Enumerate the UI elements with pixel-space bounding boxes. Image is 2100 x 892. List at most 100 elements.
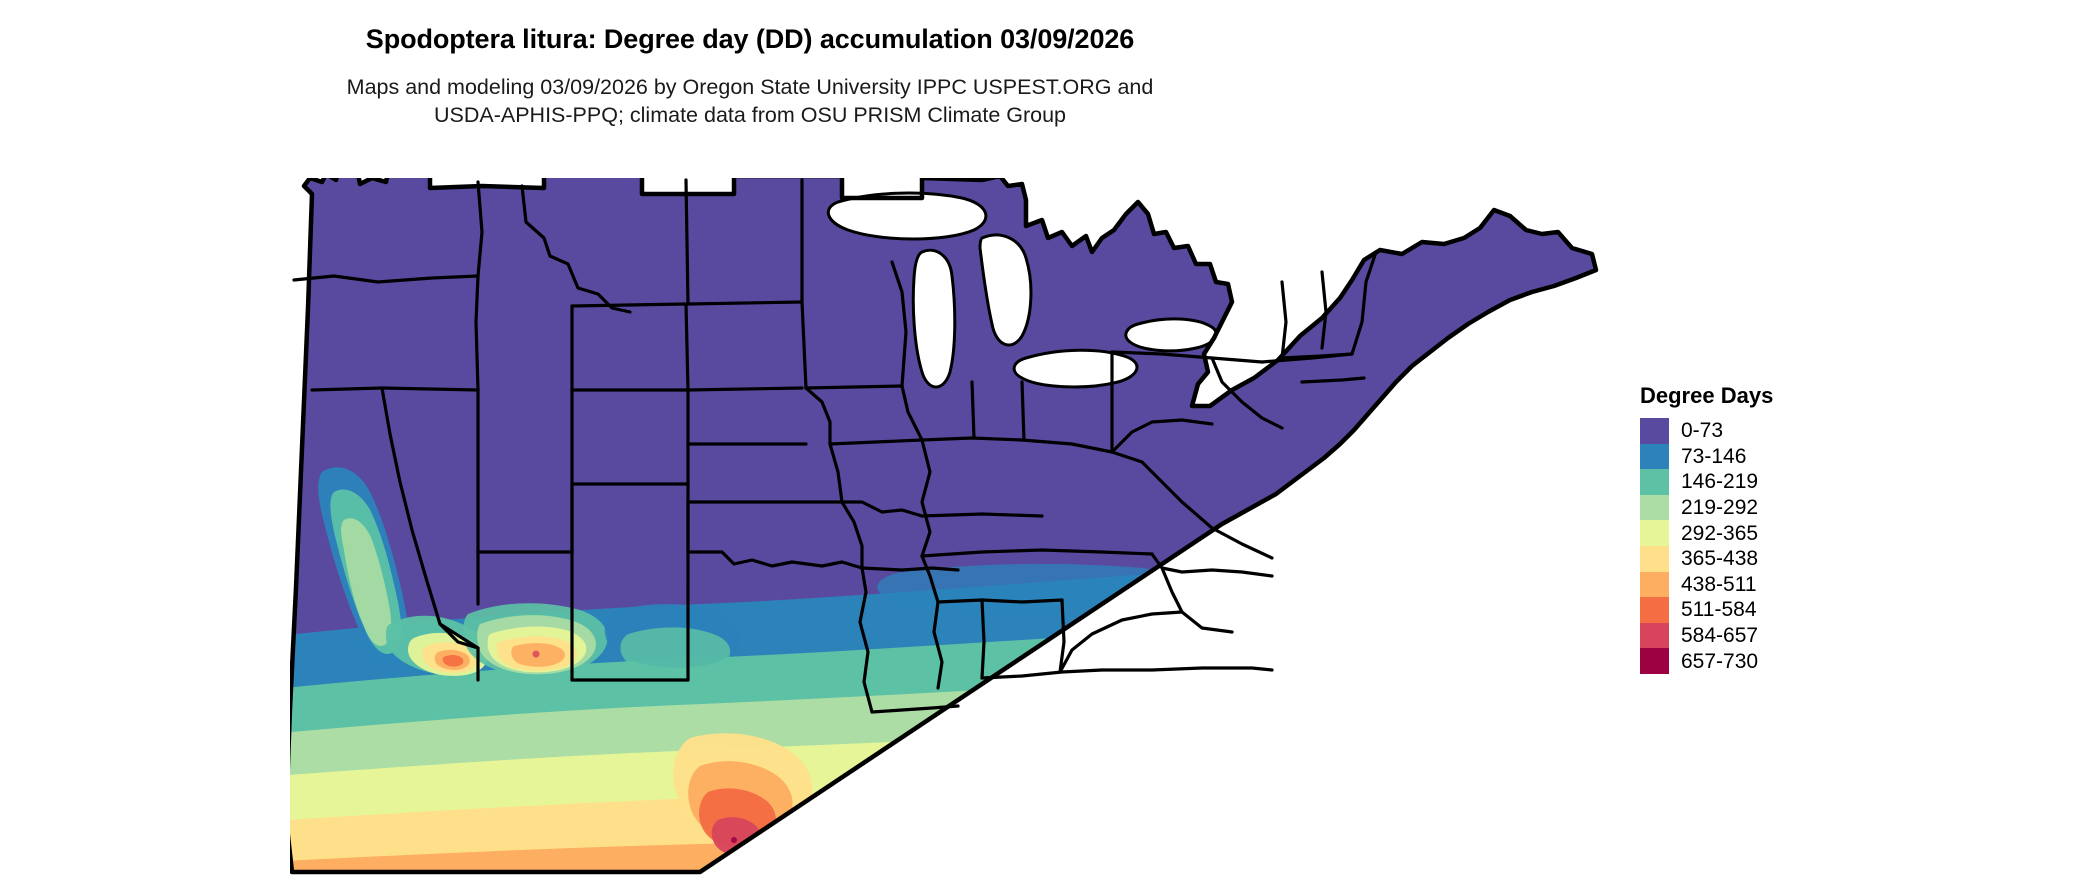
ca-valley-green [341, 518, 392, 646]
border-vt-nh [1320, 270, 1328, 350]
border-gulf-states-fl [980, 668, 1104, 680]
lake-superior [826, 191, 988, 241]
legend-item-label: 292-365 [1681, 521, 1759, 545]
border-tn-ms-al [936, 598, 1064, 604]
choropleth-map [290, 178, 1610, 878]
border-tx-la [858, 566, 874, 714]
border-sd-mn-ia [800, 300, 808, 390]
great-lakes [826, 191, 1218, 389]
border-wy-sd-ne [684, 302, 690, 392]
border-ca-az [438, 622, 480, 682]
legend-item-label: 146-219 [1681, 470, 1759, 494]
tn-ar-blue [877, 563, 1172, 610]
border-mo-ar [840, 500, 924, 518]
border-ks-mo [828, 442, 844, 504]
legend-item[interactable]: 365-438 [1640, 545, 1940, 572]
border-ia-mo [828, 438, 924, 446]
border-id-mt [520, 184, 632, 314]
border-ms-al [980, 598, 986, 680]
legend-color-swatch [1640, 520, 1669, 546]
border-mn-wi [890, 260, 908, 388]
border-ms-la-river [920, 554, 944, 690]
border-sd-ne [686, 386, 804, 392]
legend-item[interactable]: 438-511 [1640, 571, 1940, 598]
legend-title: Degree Days [1640, 383, 1774, 408]
legend-color-swatch [1640, 418, 1669, 444]
lake-michigan [911, 248, 957, 389]
border-ok-tx [686, 550, 864, 570]
legend-item-label: 219-292 [1681, 496, 1759, 520]
border-al-ga [1058, 598, 1066, 674]
legend-color-swatch [1640, 622, 1669, 649]
border-wa-or [292, 274, 480, 284]
us-degree-day-map-svg [290, 178, 1610, 878]
page-title: Spodoptera litura: Degree day (DD) accum… [365, 24, 1135, 54]
border-mt-nd [684, 178, 690, 306]
border-la-coast [870, 704, 960, 714]
state-lines [292, 178, 1378, 714]
legend-list: 0-73 73-146 146-219 219-292 292-365 365-438 43… [1640, 418, 1940, 674]
border-tn-ky [920, 548, 1154, 558]
border-mo-il-ky [920, 438, 932, 558]
map-borders [290, 178, 1596, 872]
border-vt-nh-ma [1280, 352, 1354, 360]
border-ok-ar [840, 500, 864, 570]
border-wy-mt [570, 302, 688, 308]
border-ga-fl [1100, 666, 1274, 672]
lake-ontario [1124, 317, 1218, 353]
legend-item-label: 438-511 [1681, 572, 1757, 596]
legend-item[interactable]: 511-584 [1640, 597, 1940, 623]
nm-teal [620, 627, 731, 676]
lake-erie [1012, 348, 1139, 389]
legend-item[interactable]: 219-292 [1640, 494, 1940, 521]
border-il-in-ky [920, 436, 1024, 442]
border-or-nv-ca [310, 386, 480, 392]
legend-color-swatch [1640, 494, 1669, 521]
california-zones [318, 467, 490, 676]
lake-huron [978, 233, 1033, 347]
legend-item[interactable]: 584-657 [1640, 622, 1940, 649]
tx-extreme [731, 837, 737, 843]
legend-item-label: 365-438 [1681, 547, 1759, 571]
border-ia-il [900, 384, 924, 442]
page-subtitle: Maps and modeling 03/09/2026 by Oregon S… [0, 55, 1500, 130]
border-ga-sc [1058, 610, 1184, 674]
border-ct-ma [1300, 376, 1366, 384]
legend-color-swatch [1640, 469, 1669, 495]
border-in-oh [1020, 380, 1026, 442]
border-pa-nj-ny [1210, 356, 1284, 430]
subtitle-line-2: USDA-APHIS-PPQ; climate data from OSU PR… [433, 103, 1067, 128]
legend-item-label: 73-146 [1681, 444, 1747, 468]
border-tn-ky-alt [920, 512, 1044, 518]
border-pa-ny [1110, 350, 1264, 364]
border-ny-vt [1280, 280, 1288, 360]
legend-item[interactable]: 146-219 [1640, 469, 1940, 495]
legend-color-swatch [1640, 545, 1669, 572]
border-mn-ia [804, 384, 904, 390]
border-wa-id-north [476, 180, 484, 278]
border-nd-sd [686, 300, 804, 306]
legend-color-swatch [1640, 648, 1669, 674]
border-nc-va [1150, 552, 1274, 578]
legend-item[interactable]: 0-73 [1640, 418, 1940, 444]
legend-color-swatch [1640, 597, 1669, 623]
border-ne-ia-mo [804, 386, 832, 446]
legend-color-swatch [1640, 571, 1669, 598]
border-pa-wv-md [1110, 418, 1214, 454]
border-ar-la [860, 566, 960, 572]
border-ky-oh-wv [1020, 438, 1114, 454]
border-il-in [970, 380, 976, 440]
imperial-hottest [442, 654, 464, 667]
subtitle-line-1: Maps and modeling 03/09/2026 by Oregon S… [346, 74, 1154, 99]
legend-item[interactable]: 657-730 [1640, 648, 1940, 674]
legend-item-label: 511-584 [1681, 598, 1757, 622]
legend-color-swatch [1640, 443, 1669, 470]
title-block: Spodoptera litura: Degree day (DD) accum… [0, 0, 1500, 130]
map-legend: Degree Days 0-73 73-146 146-219 219-292 292-… [1640, 385, 1940, 674]
az-hotspot [532, 650, 540, 658]
legend-item-label: 584-657 [1681, 624, 1759, 648]
legend-item[interactable]: 292-365 [1640, 520, 1940, 546]
border-nh-me [1350, 250, 1378, 356]
legend-item[interactable]: 73-146 [1640, 443, 1940, 470]
